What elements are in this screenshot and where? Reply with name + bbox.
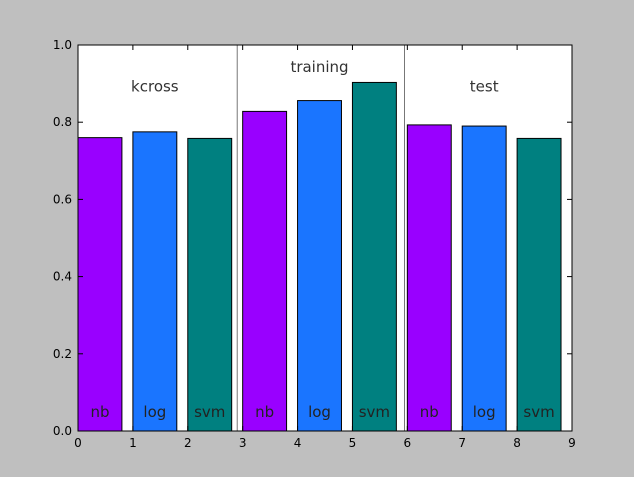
x-tick-label-8: 8 — [513, 436, 521, 450]
y-tick-label-1.0: 1.0 — [53, 38, 72, 52]
bar-label-training-log: log — [308, 403, 331, 421]
bar-label-test-svm: svm — [523, 403, 554, 421]
x-tick-label-7: 7 — [458, 436, 466, 450]
bar-test-nb — [406, 124, 452, 432]
bar-training-log — [297, 100, 342, 432]
group-label-training: training — [290, 58, 348, 76]
bar-kcross-log — [132, 131, 178, 432]
y-tick-label-0.0: 0.0 — [53, 424, 72, 438]
x-tick-label-3: 3 — [239, 436, 247, 450]
x-tick-label-5: 5 — [349, 436, 357, 450]
bar-kcross-nb — [77, 137, 123, 432]
x-tick-label-1: 1 — [129, 436, 137, 450]
y-tick-label-0.6: 0.6 — [53, 192, 72, 206]
y-tick-label-0.4: 0.4 — [53, 270, 72, 284]
bar-label-training-svm: svm — [359, 403, 390, 421]
bar-label-kcross-svm: svm — [194, 403, 225, 421]
bar-test-svm — [516, 137, 562, 432]
group-label-test: test — [470, 77, 499, 95]
bar-kcross-svm — [187, 137, 233, 432]
group-label-kcross: kcross — [131, 77, 179, 95]
x-tick-label-6: 6 — [404, 436, 412, 450]
y-tick-label-0.8: 0.8 — [53, 115, 72, 129]
bar-label-kcross-log: log — [143, 403, 166, 421]
x-tick-label-0: 0 — [74, 436, 82, 450]
bar-label-kcross-nb: nb — [90, 403, 109, 421]
bar-training-nb — [242, 110, 288, 432]
bar-label-test-log: log — [473, 403, 496, 421]
y-tick-label-0.2: 0.2 — [53, 347, 72, 361]
bar-label-training-nb: nb — [255, 403, 274, 421]
x-tick-label-9: 9 — [568, 436, 576, 450]
x-tick-label-4: 4 — [294, 436, 302, 450]
bar-label-test-nb: nb — [420, 403, 439, 421]
bar-test-log — [461, 125, 507, 432]
x-tick-label-2: 2 — [184, 436, 192, 450]
bar-training-svm — [351, 81, 397, 432]
plot-frame — [77, 44, 573, 432]
